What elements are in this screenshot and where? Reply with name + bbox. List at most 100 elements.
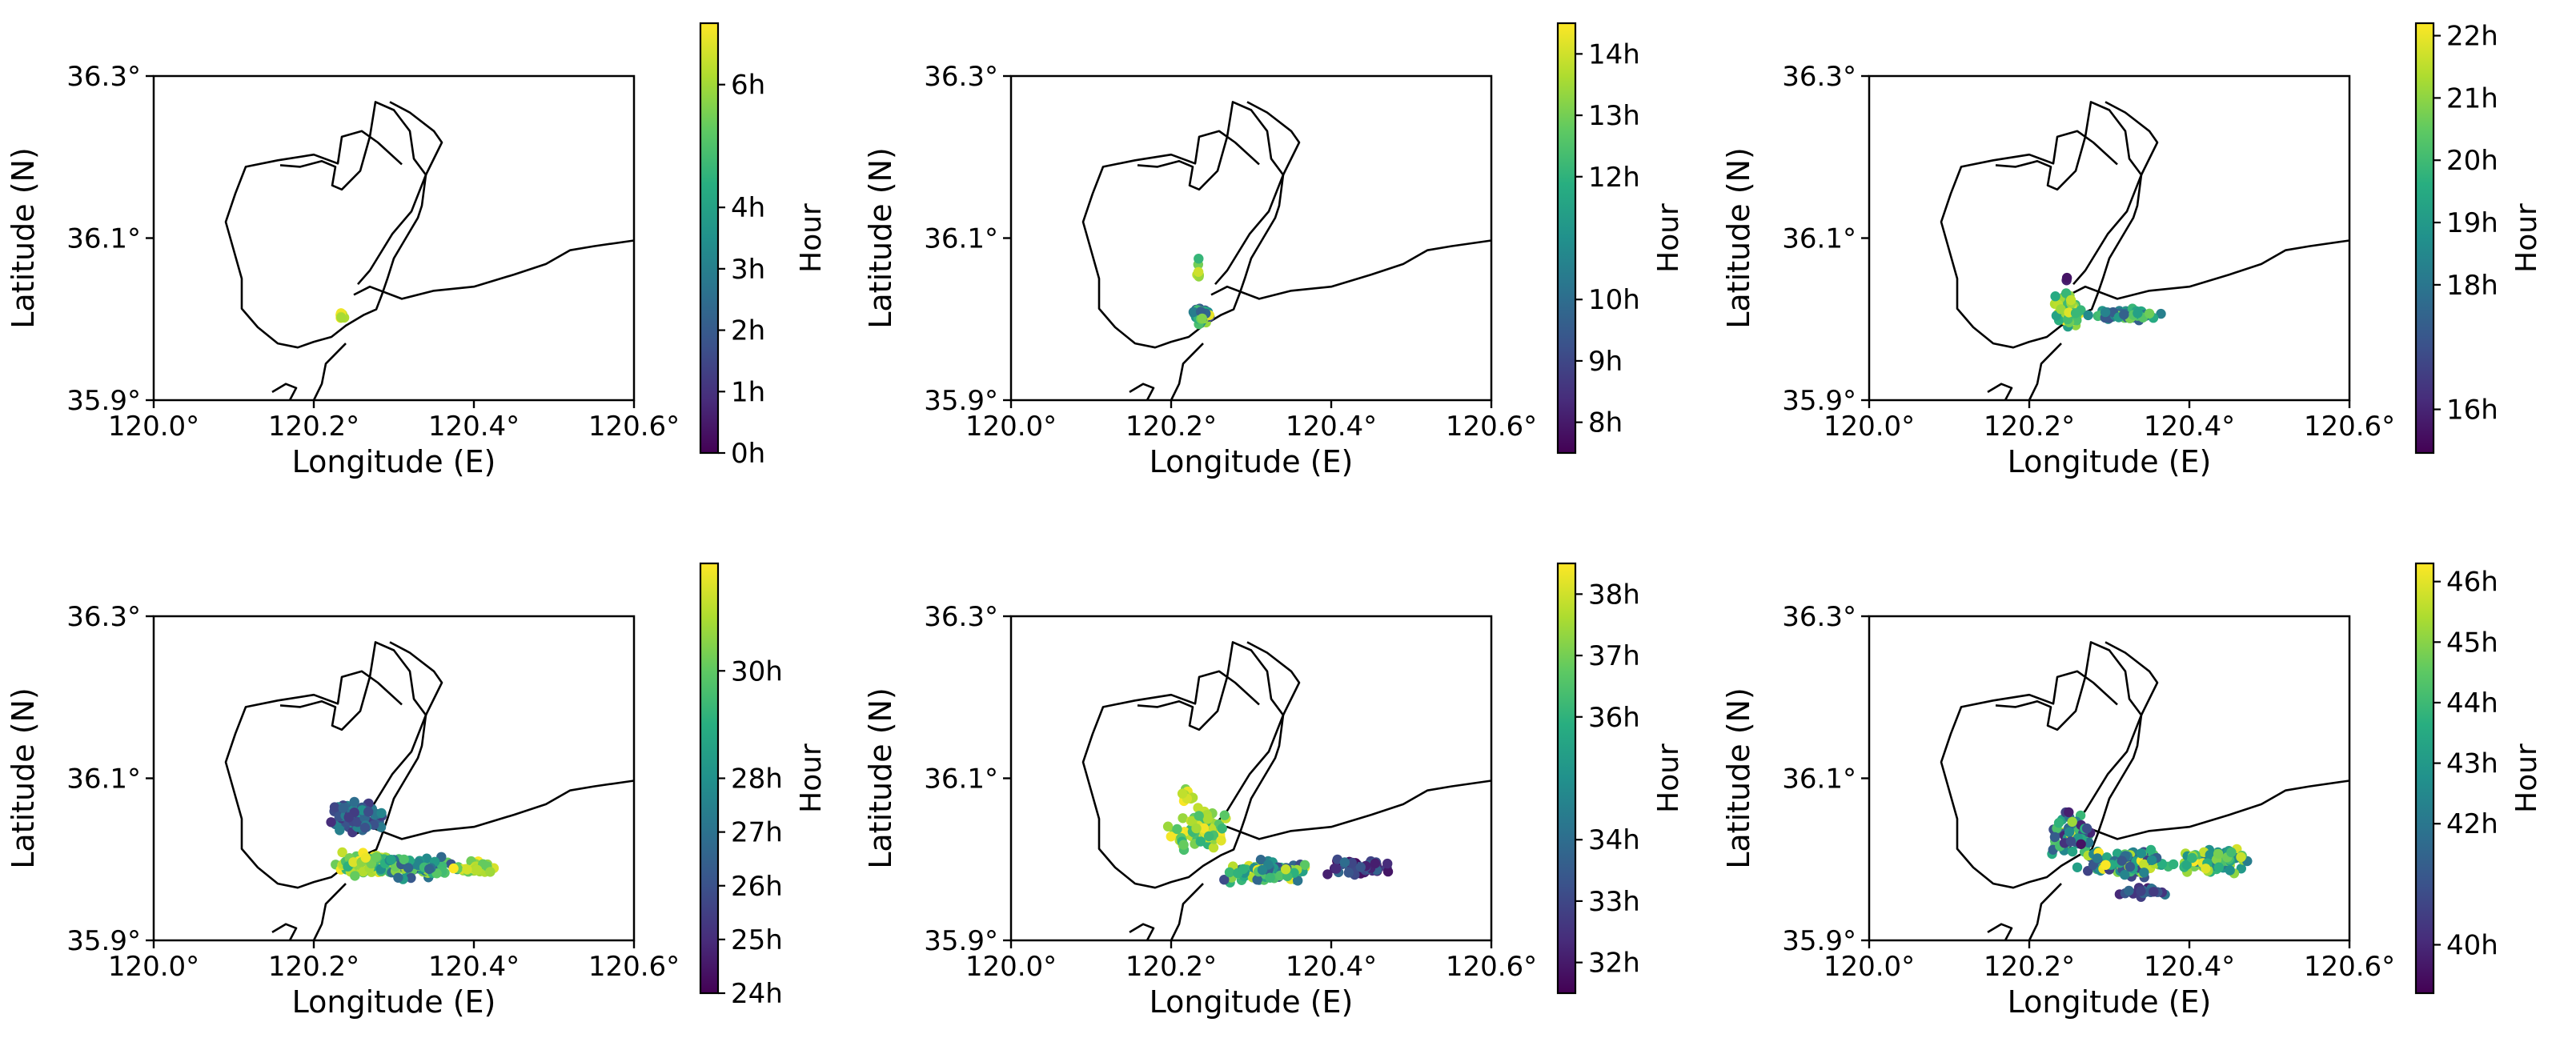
- scatter-point: [2092, 853, 2103, 864]
- chart-panel-3: 120.0° 120.2° 120.4° 120.6° 35.9° 36.1° 36.3° L…: [1721, 21, 2543, 479]
- colorbar: 8h 9h 10h 12h 13h 14h Hour: [1556, 22, 1685, 455]
- chart-panel-1: 120.0° 120.2° 120.4° 120.6° 35.9° 36.1° 36.3° L…: [6, 22, 828, 479]
- scatter-point: [336, 312, 347, 323]
- scatter-point: [2226, 847, 2237, 858]
- scatter-point: [2081, 823, 2092, 834]
- scatter-point: [2125, 861, 2136, 872]
- coastline-peninsula: [312, 343, 347, 401]
- scatter-point: [1339, 857, 1350, 868]
- colorbar-label: Hour: [2510, 203, 2543, 273]
- x-tick-label: 120.2°: [1125, 951, 1217, 983]
- colorbar-label: Hour: [795, 743, 828, 813]
- axes-frame: [1009, 615, 1493, 942]
- coastline-south: [1210, 779, 1492, 840]
- scatter-point: [2145, 844, 2157, 856]
- scatter-point: [2139, 868, 2149, 878]
- x-tick-label: 120.0°: [108, 411, 199, 443]
- scatter-point: [2236, 864, 2246, 874]
- y-tick-label: 35.9°: [1782, 385, 1856, 417]
- x-tick-label: 120.2°: [268, 411, 359, 443]
- colorbar-tick-label: 33h: [1588, 886, 1640, 918]
- coastline-main: [1940, 641, 2143, 889]
- coastline-bay: [271, 923, 298, 941]
- scatter-point: [424, 864, 435, 875]
- x-tick-label: 120.0°: [965, 411, 1057, 443]
- colorbar-tick-label: 13h: [1588, 100, 1640, 132]
- scatter-point: [376, 808, 387, 819]
- coastline-peninsula: [312, 883, 347, 941]
- scatter-point: [1224, 867, 1235, 878]
- coastline-peninsula: [1170, 343, 1204, 401]
- axes-frame: [152, 615, 636, 942]
- coastline-east: [2072, 641, 2159, 826]
- chart-panel-2: 120.0° 120.2° 120.4° 120.6° 35.9° 36.1° 36.3° L…: [863, 22, 1685, 479]
- scatter-point: [371, 852, 381, 863]
- x-tick-label: 120.4°: [2144, 951, 2235, 983]
- colorbar: 24h 25h 26h 27h 28h 30h Hour: [699, 562, 828, 1010]
- colorbar-label: Hour: [1652, 203, 1685, 273]
- x-tick-label: 120.2°: [1984, 411, 2075, 443]
- x-axis-label: Longitude (E): [1150, 984, 1354, 1020]
- colorbar-tick-label: 34h: [1588, 824, 1640, 856]
- colorbar-tick-label: 14h: [1588, 38, 1640, 70]
- y-tick-label: 35.9°: [924, 925, 998, 957]
- x-tick-label: 120.2°: [1984, 951, 2075, 983]
- scatter-point: [2117, 856, 2127, 866]
- colorbar-tick-label: 8h: [1588, 407, 1623, 439]
- scatter-point: [1281, 864, 1291, 875]
- scatter-points: [2047, 807, 2253, 902]
- y-tick-label: 35.9°: [1782, 925, 1856, 957]
- scatter-point: [2064, 827, 2075, 838]
- scatter-point: [2236, 852, 2246, 863]
- scatter-point: [1238, 864, 1249, 875]
- scatter-point: [2213, 848, 2224, 860]
- scatter-point: [2064, 807, 2074, 818]
- colorbar-gradient: [699, 22, 720, 455]
- scatter-point: [2070, 308, 2081, 319]
- scatter-point: [348, 857, 359, 868]
- scatter-point: [462, 864, 472, 875]
- coastline-east: [1214, 641, 1301, 826]
- colorbar-tick-label: 19h: [2446, 207, 2498, 239]
- colorbar: 16h 18h 19h 20h 21h 22h Hour: [2414, 21, 2543, 455]
- colorbar-tick-label: 16h: [2446, 395, 2498, 427]
- scatter-point: [2050, 291, 2060, 302]
- x-axis-label: Longitude (E): [2008, 444, 2212, 479]
- colorbar-tick-label: 0h: [731, 438, 765, 470]
- scatter-point: [349, 796, 359, 808]
- scatter-point: [2168, 859, 2179, 870]
- x-tick-label: 120.4°: [1286, 951, 1377, 983]
- coastline-bay: [1129, 383, 1155, 401]
- coastline-bay: [1987, 383, 2013, 401]
- scatter-point: [363, 807, 374, 817]
- scatter-point: [1197, 313, 1208, 324]
- coastline-east: [1214, 101, 1301, 286]
- scatter-point: [1219, 875, 1230, 885]
- y-axis-label: Latitude (N): [863, 687, 898, 869]
- colorbar-tick-label: 24h: [731, 978, 783, 1010]
- colorbar-gradient: [1556, 562, 1577, 995]
- coastline-main: [224, 101, 427, 349]
- x-tick-label: 120.0°: [1824, 411, 1915, 443]
- scatter-point: [1202, 814, 1214, 824]
- scatter-point: [2120, 869, 2130, 880]
- scatter-point: [2101, 860, 2111, 871]
- coastline-bay: [271, 383, 298, 401]
- colorbar-label: Hour: [1652, 743, 1685, 813]
- y-tick-label: 36.1°: [924, 223, 998, 255]
- colorbar: 0h 1h 2h 3h 4h 6h Hour: [699, 22, 828, 470]
- scatter-point: [1355, 862, 1366, 872]
- x-axis-label: Longitude (E): [1150, 444, 1354, 479]
- scatter-point: [1166, 832, 1177, 842]
- scatter-point: [1216, 836, 1226, 846]
- scatter-point: [1331, 864, 1342, 874]
- scatter-point: [2065, 836, 2076, 847]
- y-tick-label: 36.1°: [1782, 223, 1856, 255]
- scatter-point: [1194, 811, 1204, 821]
- x-axis-label: Longitude (E): [292, 444, 496, 479]
- scatter-points: [1162, 783, 1394, 888]
- scatter-point: [2213, 862, 2224, 872]
- scatter-point: [2061, 272, 2072, 283]
- colorbar-label: Hour: [2510, 743, 2543, 813]
